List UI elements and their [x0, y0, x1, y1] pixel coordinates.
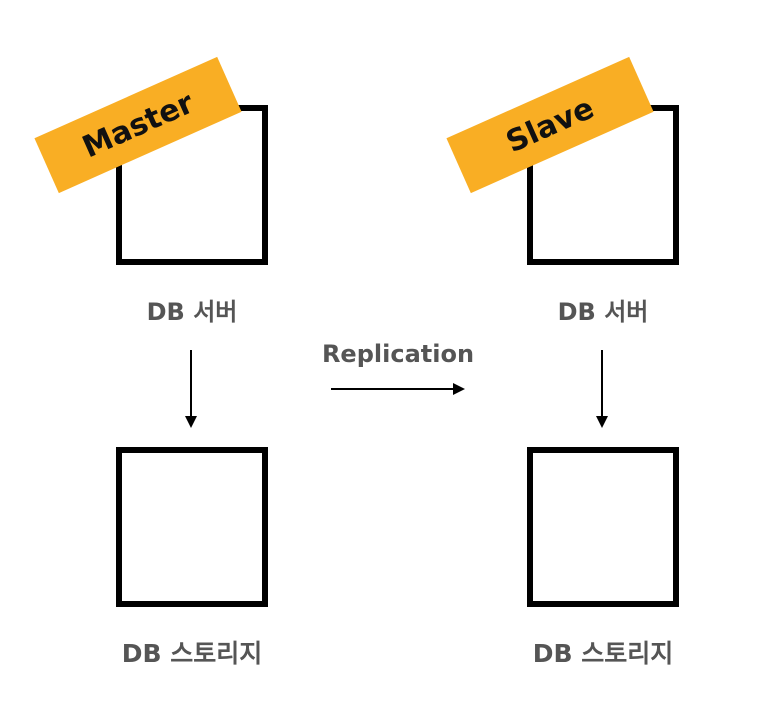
- slave-down-arrow: [596, 350, 608, 428]
- master-down-arrow: [185, 350, 197, 428]
- replication-arrow: [331, 383, 465, 395]
